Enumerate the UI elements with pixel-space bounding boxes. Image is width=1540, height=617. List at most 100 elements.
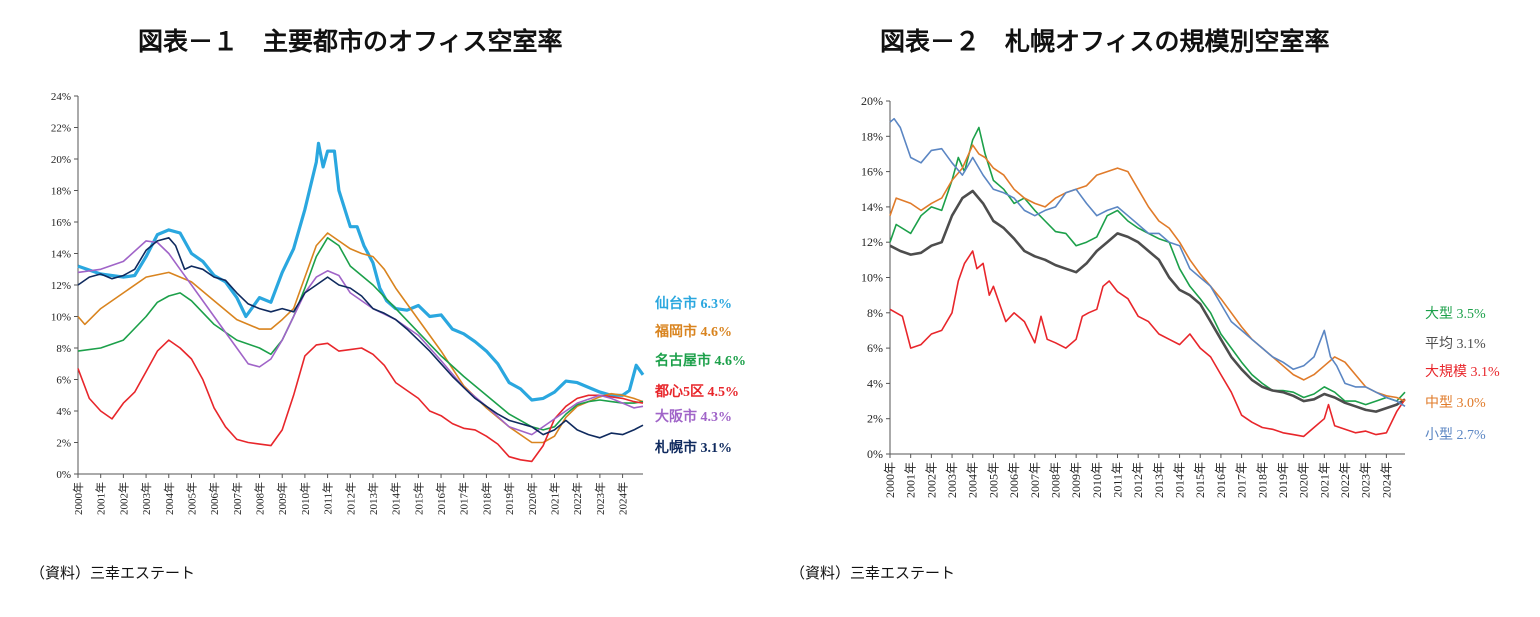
x-tick-label: 2020年: [1297, 462, 1311, 498]
y-tick-label: 14%: [51, 249, 71, 261]
x-tick-label: 2018年: [479, 482, 493, 515]
y-tick-label: 6%: [56, 375, 71, 387]
series-label-0: 大型 3.5%: [1425, 306, 1486, 322]
x-tick-label: 2006年: [1007, 462, 1021, 498]
y-tick-label: 22%: [51, 123, 71, 135]
series-line-0: [77, 141, 645, 402]
x-tick-label: 2024年: [616, 482, 630, 515]
x-tick-label: 2021年: [548, 482, 562, 515]
x-tick-label: 2016年: [434, 482, 448, 515]
x-tick-label: 2015年: [411, 482, 425, 515]
x-tick-label: 2000年: [71, 482, 85, 515]
series-label-5: 札幌市 3.1%: [654, 439, 732, 456]
x-tick-label: 2013年: [366, 482, 380, 515]
x-tick-label: 2017年: [1235, 462, 1249, 498]
series-line-3: [77, 339, 644, 463]
y-tick-label: 10%: [51, 312, 71, 324]
x-tick-label: 2020年: [525, 482, 539, 515]
x-tick-label: 2001年: [904, 462, 918, 498]
x-tick-label: 2022年: [1338, 462, 1352, 498]
figure-2-chart: 0% 2% 4% 6% 8% 10% 12% 14% 16% 18% 20% 2000年 2001年 20…: [861, 94, 1500, 498]
series-label-4: 大阪市 4.3%: [655, 408, 732, 425]
figure-2-title: 図表－２ 札幌オフィスの規模別空室率: [880, 27, 1330, 56]
series-line-2: [889, 250, 1406, 438]
x-tick-label: 2000年: [883, 462, 897, 498]
y-tick-label: 2%: [56, 438, 71, 450]
x-tick-label: 2019年: [502, 482, 516, 515]
x-tick-label: 2004年: [966, 462, 980, 498]
y-tick-label: 16%: [51, 217, 71, 229]
y-tick-label: 4%: [867, 376, 883, 390]
x-tick-label: 2007年: [1028, 462, 1042, 498]
x-tick-label: 2014年: [389, 482, 403, 515]
x-tick-label: 2019年: [1276, 462, 1290, 498]
figure-2-source: （資料）三幸エステート: [790, 564, 956, 582]
y-tick-label: 0%: [867, 447, 883, 461]
series-line-1: [889, 189, 1406, 413]
x-tick-label: 2011年: [321, 482, 335, 515]
series-line-3: [889, 144, 1406, 402]
series-label-1: 福岡市 4.6%: [654, 323, 732, 340]
x-tick-label: 2023年: [593, 482, 607, 515]
figure-2-panel: 図表－２ 札幌オフィスの規模別空室率 0% 2% 4% 6% 8% 10% 12% 14% 16…: [770, 0, 1540, 617]
y-tick-label: 16%: [861, 165, 883, 179]
x-tick-label: 2023年: [1359, 462, 1373, 498]
series-label-2: 名古屋市 4.6%: [655, 352, 746, 369]
y-tick-label: 10%: [861, 271, 883, 285]
x-tick-label: 2002年: [116, 482, 130, 515]
y-tick-label: 20%: [861, 94, 883, 108]
x-tick-label: 2014年: [1173, 462, 1187, 498]
x-tick-label: 2004年: [162, 482, 176, 515]
x-tick-label: 2012年: [343, 482, 357, 515]
y-tick-label: 0%: [56, 469, 71, 481]
x-tick-label: 2022年: [570, 482, 584, 515]
x-tick-label: 2002年: [924, 462, 938, 498]
y-tick-label: 8%: [867, 306, 883, 320]
x-tick-label: 2013年: [1152, 462, 1166, 498]
y-tick-label: 18%: [51, 186, 71, 198]
figure-1-chart: 0% 2% 4% 6% 8% 10% 12% 14% 16% 18% 20% 22% 24% 2000年 2…: [51, 91, 746, 515]
x-tick-label: 2024年: [1379, 462, 1393, 498]
series-label-0: 仙台市 6.3%: [655, 295, 732, 312]
x-tick-label: 2021年: [1317, 462, 1331, 498]
x-tick-label: 2017年: [457, 482, 471, 515]
series-label-3: 中型 3.0%: [1425, 395, 1486, 411]
figure-1-source: （資料）三幸エステート: [30, 564, 196, 582]
y-tick-label: 6%: [867, 341, 883, 355]
y-tick-label: 12%: [51, 280, 71, 292]
y-tick-label: 4%: [56, 406, 71, 418]
y-tick-label: 8%: [56, 343, 71, 355]
series-label-2: 大規模 3.1%: [1425, 364, 1500, 380]
x-tick-label: 2003年: [139, 482, 153, 515]
series-label-1: 平均 3.1%: [1425, 336, 1486, 352]
series-label-4: 小型 2.7%: [1425, 427, 1486, 443]
x-tick-label: 2010年: [1090, 462, 1104, 498]
y-tick-label: 14%: [861, 200, 883, 214]
y-tick-label: 18%: [861, 129, 883, 143]
x-tick-label: 2016年: [1214, 462, 1228, 498]
y-tick-label: 12%: [861, 235, 883, 249]
y-tick-label: 2%: [867, 412, 883, 426]
series-line-2: [77, 237, 644, 431]
x-tick-label: 2011年: [1111, 462, 1125, 498]
x-tick-label: 2001年: [94, 482, 108, 515]
x-tick-label: 2018年: [1255, 462, 1269, 498]
x-tick-label: 2006年: [207, 482, 221, 515]
x-tick-label: 2009年: [275, 482, 289, 515]
x-tick-label: 2009年: [1069, 462, 1083, 498]
x-tick-label: 2012年: [1131, 462, 1145, 498]
series-label-3: 都心5区 4.5%: [654, 384, 739, 400]
figure-1-panel: 図表－１ 主要都市のオフィス空室率 0% 2% 4% 6% 8% 10% 12% 14% 16%…: [30, 27, 746, 582]
x-tick-label: 2015年: [1193, 462, 1207, 498]
x-tick-label: 2003年: [945, 462, 959, 498]
x-tick-label: 2010年: [298, 482, 312, 515]
x-tick-label: 2008年: [253, 482, 267, 515]
series-line-1: [77, 232, 644, 444]
x-tick-label: 2005年: [986, 462, 1000, 498]
y-tick-label: 24%: [51, 91, 71, 103]
x-tick-label: 2008年: [1048, 462, 1062, 498]
series-line-4: [889, 117, 1406, 407]
x-tick-label: 2005年: [184, 482, 198, 515]
y-tick-label: 20%: [51, 154, 71, 166]
series-line-5: [77, 237, 644, 439]
